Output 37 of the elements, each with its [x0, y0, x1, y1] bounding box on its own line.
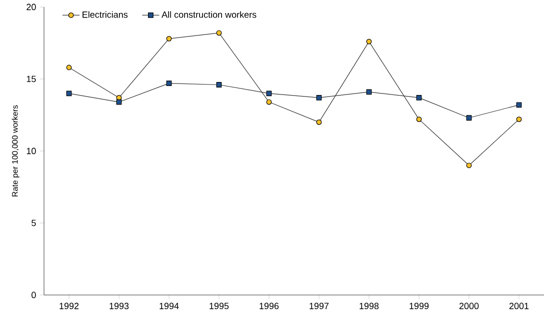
y-tick-label: 0: [32, 292, 36, 298]
point: [216, 82, 222, 88]
point: [516, 102, 522, 108]
point: [266, 90, 272, 96]
point: [166, 36, 172, 42]
x-tick-label: 1998: [360, 302, 379, 310]
x-tick-label: 1994: [160, 302, 179, 310]
point: [66, 64, 72, 70]
point: [366, 89, 372, 95]
point: [66, 90, 72, 96]
point: [166, 80, 172, 86]
x-tick-label: 1999: [410, 302, 429, 310]
point: [416, 95, 422, 100]
point: [316, 95, 322, 100]
point: [216, 30, 222, 36]
x-tick-label: 2000: [459, 302, 479, 310]
x-tick-label: 2001: [509, 302, 529, 310]
y-axis-title: Rate per 100,000 workers: [12, 105, 20, 196]
x-tick-label: 1996: [260, 302, 279, 310]
legend-label: All construction workers: [162, 11, 256, 18]
point: [116, 99, 122, 105]
x-tick-label: 1993: [110, 302, 129, 310]
y-tick-label: 5: [32, 220, 36, 226]
point: [466, 162, 472, 168]
x-tick-label: 1997: [310, 302, 329, 310]
point: [316, 119, 322, 125]
legend-label: Electricians: [82, 11, 128, 18]
y-tick-label: 15: [26, 76, 36, 82]
point: [266, 99, 272, 105]
point: [516, 116, 522, 122]
point: [416, 116, 422, 122]
point: [366, 38, 372, 44]
x-tick-label: 1995: [210, 302, 229, 310]
point: [466, 115, 472, 121]
x-tick-label: 1992: [60, 302, 79, 310]
y-tick-label: 10: [26, 148, 36, 154]
y-tick-label: 20: [26, 4, 36, 10]
